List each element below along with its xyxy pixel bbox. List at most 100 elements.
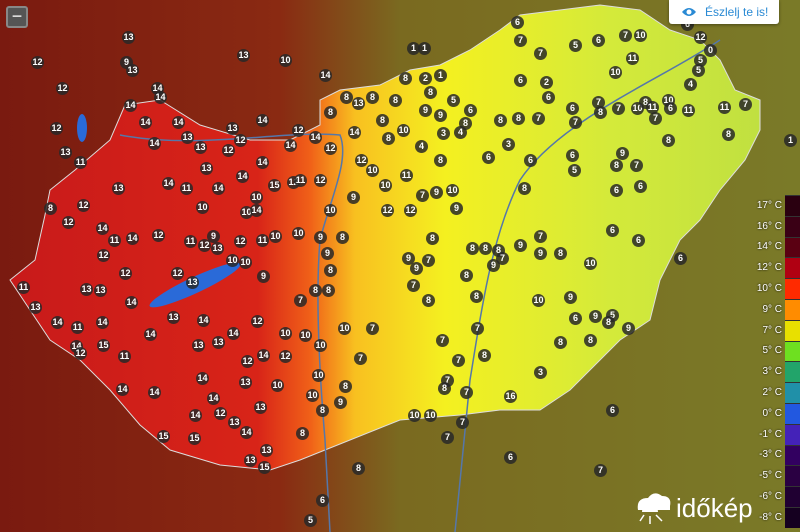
station-temperature[interactable]: 8 [296, 427, 309, 440]
station-temperature[interactable]: 14 [319, 69, 332, 82]
station-temperature[interactable]: 13 [228, 416, 241, 429]
station-temperature[interactable]: 14 [348, 126, 361, 139]
station-temperature[interactable]: 7 [630, 159, 643, 172]
station-temperature[interactable]: 7 [294, 294, 307, 307]
station-temperature[interactable]: 12 [222, 144, 235, 157]
station-temperature[interactable]: 9 [410, 262, 423, 275]
station-temperature[interactable]: 8 [424, 86, 437, 99]
station-temperature[interactable]: 8 [426, 232, 439, 245]
station-temperature[interactable]: 8 [594, 106, 607, 119]
station-temperature[interactable]: 4 [454, 126, 467, 139]
station-temperature[interactable]: 11 [184, 235, 197, 248]
station-temperature[interactable]: 13 [126, 64, 139, 77]
station-temperature[interactable]: 6 [504, 451, 517, 464]
station-temperature[interactable]: 12 [31, 56, 44, 69]
station-temperature[interactable]: 6 [566, 149, 579, 162]
station-temperature[interactable]: 12 [292, 124, 305, 137]
station-temperature[interactable]: 10 [584, 257, 597, 270]
station-temperature[interactable]: 13 [94, 284, 107, 297]
station-temperature[interactable]: 8 [382, 132, 395, 145]
station-temperature[interactable]: 13 [211, 242, 224, 255]
station-temperature[interactable]: 14 [309, 131, 322, 144]
station-temperature[interactable]: 11 [400, 169, 413, 182]
station-temperature[interactable]: 9 [434, 109, 447, 122]
station-temperature[interactable]: 10 [424, 409, 437, 422]
station-temperature[interactable]: 11 [180, 182, 193, 195]
station-temperature[interactable]: 9 [207, 230, 220, 243]
station-temperature[interactable]: 9 [487, 259, 500, 272]
station-temperature[interactable]: 10 [609, 66, 622, 79]
station-temperature[interactable]: 3 [502, 138, 515, 151]
station-temperature[interactable]: 3 [534, 366, 547, 379]
station-temperature[interactable]: 13 [239, 376, 252, 389]
station-temperature[interactable]: 11 [74, 156, 87, 169]
station-temperature[interactable]: 6 [542, 91, 555, 104]
station-temperature[interactable]: 13 [237, 49, 250, 62]
station-temperature[interactable]: 4 [415, 140, 428, 153]
station-temperature[interactable]: 13 [200, 162, 213, 175]
station-temperature[interactable]: 11 [118, 350, 131, 363]
station-temperature[interactable]: 8 [722, 128, 735, 141]
station-temperature[interactable]: 10 [314, 339, 327, 352]
station-temperature[interactable]: 6 [610, 184, 623, 197]
station-temperature[interactable]: 14 [51, 316, 64, 329]
station-temperature[interactable]: 12 [355, 154, 368, 167]
station-temperature[interactable]: 8 [309, 284, 322, 297]
station-temperature[interactable]: 6 [511, 16, 524, 29]
station-temperature[interactable]: 12 [62, 216, 75, 229]
station-temperature[interactable]: 1 [784, 134, 797, 147]
station-temperature[interactable]: 11 [71, 321, 84, 334]
station-temperature[interactable]: 6 [316, 494, 329, 507]
station-temperature[interactable]: 6 [514, 74, 527, 87]
station-temperature[interactable]: 10 [306, 389, 319, 402]
station-temperature[interactable]: 1 [434, 69, 447, 82]
station-temperature[interactable]: 16 [504, 390, 517, 403]
station-temperature[interactable]: 6 [632, 234, 645, 247]
station-temperature[interactable]: 12 [234, 134, 247, 147]
station-temperature[interactable]: 6 [524, 154, 537, 167]
station-temperature[interactable]: 11 [17, 281, 30, 294]
station-temperature[interactable]: 10 [338, 322, 351, 335]
station-temperature[interactable]: 9 [514, 239, 527, 252]
station-temperature[interactable]: 1 [418, 42, 431, 55]
station-temperature[interactable]: 8 [610, 159, 623, 172]
station-temperature[interactable]: 12 [74, 347, 87, 360]
station-temperature[interactable]: 8 [399, 72, 412, 85]
station-temperature[interactable]: 14 [172, 116, 185, 129]
station-temperature[interactable]: 7 [569, 116, 582, 129]
station-temperature[interactable]: 15 [258, 461, 271, 474]
station-temperature[interactable]: 14 [125, 296, 138, 309]
station-temperature[interactable]: 9 [334, 396, 347, 409]
station-temperature[interactable]: 12 [198, 239, 211, 252]
station-temperature[interactable]: 14 [256, 114, 269, 127]
station-temperature[interactable]: 7 [456, 416, 469, 429]
station-temperature[interactable]: 7 [594, 464, 607, 477]
station-temperature[interactable]: 7 [534, 47, 547, 60]
station-temperature[interactable]: 8 [584, 334, 597, 347]
station-temperature[interactable]: 8 [322, 284, 335, 297]
station-temperature[interactable]: 12 [119, 267, 132, 280]
station-temperature[interactable]: 10 [408, 409, 421, 422]
station-temperature[interactable]: 14 [144, 328, 157, 341]
station-temperature[interactable]: 7 [592, 96, 605, 109]
station-temperature[interactable]: 12 [152, 229, 165, 242]
station-temperature[interactable]: 11 [294, 174, 307, 187]
station-temperature[interactable]: 0 [704, 44, 717, 57]
station-temperature[interactable]: 13 [352, 97, 365, 110]
station-temperature[interactable]: 14 [227, 327, 240, 340]
station-temperature[interactable]: 12 [381, 204, 394, 217]
station-temperature[interactable]: 5 [447, 94, 460, 107]
station-temperature[interactable]: 6 [664, 102, 677, 115]
station-temperature[interactable]: 8 [602, 316, 615, 329]
station-temperature[interactable]: 10 [196, 201, 209, 214]
station-temperature[interactable]: 7 [619, 29, 632, 42]
station-temperature[interactable]: 9 [616, 147, 629, 160]
station-temperature[interactable]: 10 [366, 164, 379, 177]
station-temperature[interactable]: 7 [407, 279, 420, 292]
station-temperature[interactable]: 8 [324, 264, 337, 277]
station-temperature[interactable]: 14 [96, 316, 109, 329]
station-temperature[interactable]: 5 [304, 514, 317, 527]
station-temperature[interactable]: 11 [108, 234, 121, 247]
station-temperature[interactable]: 7 [436, 334, 449, 347]
station-temperature[interactable]: 12 [241, 355, 254, 368]
